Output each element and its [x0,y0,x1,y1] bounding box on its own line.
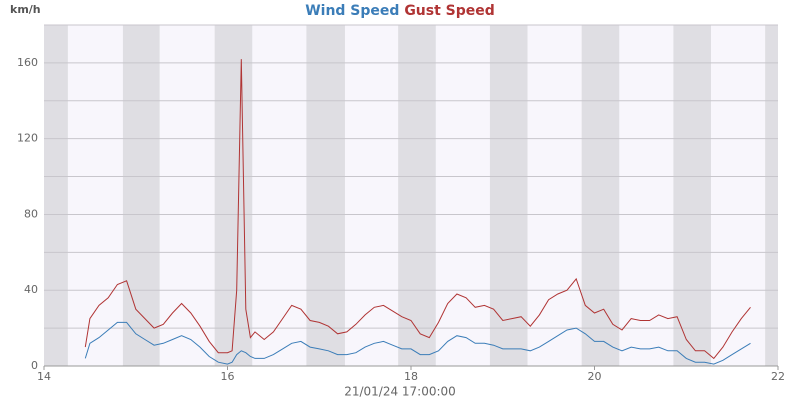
y-tick-label: 0 [31,359,38,372]
y-tick-label: 40 [24,283,38,296]
night-band [122,25,160,366]
series-line [84,321,751,365]
y-tick-label: 80 [24,207,38,220]
y-axis-label: km/h [10,3,41,16]
night-band [673,25,712,366]
x-tick-label: 20 [588,370,602,383]
chart-title: Wind Speed Gust Speed [305,3,495,19]
night-band [398,25,436,366]
y-tick-label: 160 [17,56,38,69]
x-tick-label: 14 [37,370,51,383]
night-band [581,25,620,366]
legend-entry: Wind Speed [305,3,399,19]
series-line [84,59,751,360]
x-tick-label: 16 [221,370,235,383]
night-band [489,25,528,366]
legend-entry: Gust Speed [404,3,494,19]
night-band [306,25,345,366]
x-axis-label: 21/01/24 17:00:00 [344,385,456,399]
night-band [765,25,778,366]
night-band [44,25,68,366]
x-tick-label: 22 [771,370,785,383]
x-tick-label: 18 [404,370,418,383]
y-tick-label: 120 [17,132,38,145]
